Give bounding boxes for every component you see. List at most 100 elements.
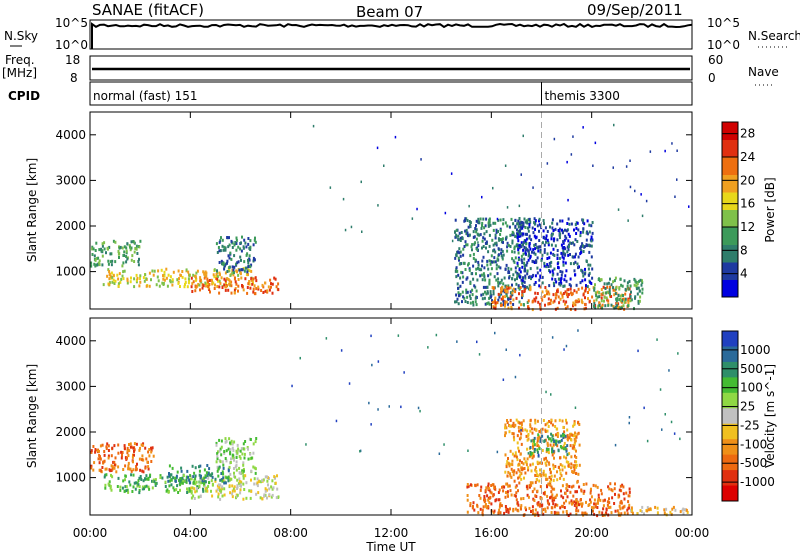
data-pixel	[505, 348, 507, 351]
data-pixel	[187, 475, 189, 479]
data-pixel	[503, 485, 506, 489]
y-tick-label: 3000	[55, 379, 86, 393]
data-pixel	[523, 264, 526, 268]
data-pixel	[533, 436, 536, 440]
data-pixel	[526, 493, 529, 497]
data-pixel	[519, 353, 521, 357]
data-pixel	[670, 512, 673, 516]
data-pixel	[240, 241, 242, 245]
data-pixel	[120, 456, 123, 460]
data-pixel	[233, 489, 236, 493]
data-pixel	[568, 452, 571, 456]
data-pixel	[171, 279, 174, 283]
data-pixel	[247, 265, 250, 269]
data-pixel	[220, 236, 222, 240]
data-pixel	[170, 478, 173, 482]
data-pixel	[145, 284, 148, 288]
data-pixel	[471, 248, 473, 252]
data-pixel	[257, 285, 260, 289]
nsky-trace	[91, 22, 693, 49]
data-pixel	[575, 449, 577, 453]
data-pixel	[140, 443, 143, 447]
data-pixel	[514, 423, 517, 427]
data-pixel	[187, 490, 190, 494]
data-pixel	[525, 237, 528, 241]
data-pixel	[595, 298, 598, 302]
data-pixel	[512, 303, 515, 306]
data-pixel	[208, 283, 211, 286]
data-pixel	[528, 244, 531, 248]
data-pixel	[248, 258, 251, 262]
data-pixel	[102, 460, 105, 464]
data-pixel	[611, 496, 614, 500]
data-pixel	[108, 277, 111, 281]
data-pixel	[271, 479, 274, 483]
data-pixel	[151, 479, 153, 483]
data-pixel	[526, 272, 529, 276]
colorbar-tick-label: -100	[740, 437, 767, 451]
data-pixel	[577, 431, 580, 435]
data-pixel	[185, 268, 188, 272]
data-pixel	[478, 233, 481, 237]
data-pixel	[235, 248, 238, 252]
data-pixel	[527, 468, 530, 472]
data-pixel	[552, 252, 555, 256]
data-pixel	[562, 240, 565, 244]
data-pixel	[556, 257, 559, 260]
data-pixel	[195, 480, 198, 484]
data-pixel	[567, 292, 570, 296]
data-pixel	[538, 239, 541, 242]
data-pixel	[521, 281, 524, 285]
data-pixel	[513, 493, 516, 497]
data-pixel	[276, 474, 278, 478]
data-pixel	[553, 137, 556, 141]
data-pixel	[510, 493, 513, 497]
data-pixel	[594, 304, 597, 307]
data-pixel	[228, 484, 231, 488]
data-pixel	[242, 246, 245, 250]
data-pixel	[634, 279, 637, 283]
data-pixel	[514, 256, 517, 260]
colorbar-segment	[722, 485, 738, 502]
data-pixel	[125, 485, 128, 489]
data-pixel	[466, 483, 469, 486]
data-pixel	[556, 272, 559, 276]
data-pixel	[168, 472, 170, 475]
data-pixel	[507, 270, 510, 273]
data-pixel	[523, 280, 526, 284]
data-pixel	[541, 281, 544, 285]
data-pixel	[489, 223, 492, 227]
data-pixel	[217, 467, 220, 471]
data-pixel	[466, 290, 469, 294]
data-pixel	[528, 236, 531, 240]
data-pixel	[576, 221, 579, 225]
data-pixel	[475, 237, 478, 241]
data-pixel	[456, 282, 459, 286]
data-pixel	[488, 278, 491, 282]
data-pixel	[567, 198, 569, 202]
data-pixel	[494, 306, 497, 310]
data-pixel	[457, 286, 459, 290]
data-pixel	[635, 287, 638, 291]
data-pixel	[559, 506, 562, 510]
data-pixel	[110, 454, 113, 458]
data-pixel	[474, 227, 477, 230]
data-pixel	[128, 443, 130, 446]
data-pixel	[514, 507, 517, 511]
data-pixel	[550, 421, 553, 425]
data-pixel	[219, 273, 221, 277]
data-pixel	[273, 475, 276, 479]
data-pixel	[531, 300, 534, 304]
data-pixel	[497, 277, 500, 281]
data-pixel	[598, 279, 601, 283]
data-pixel	[167, 273, 170, 277]
data-pixel	[576, 262, 579, 266]
data-pixel	[531, 250, 533, 254]
data-pixel	[575, 506, 578, 509]
data-pixel	[583, 272, 586, 276]
data-pixel	[598, 291, 601, 295]
data-pixel	[492, 483, 495, 487]
data-pixel	[196, 269, 199, 273]
data-pixel	[591, 276, 594, 280]
data-pixel	[533, 439, 536, 443]
